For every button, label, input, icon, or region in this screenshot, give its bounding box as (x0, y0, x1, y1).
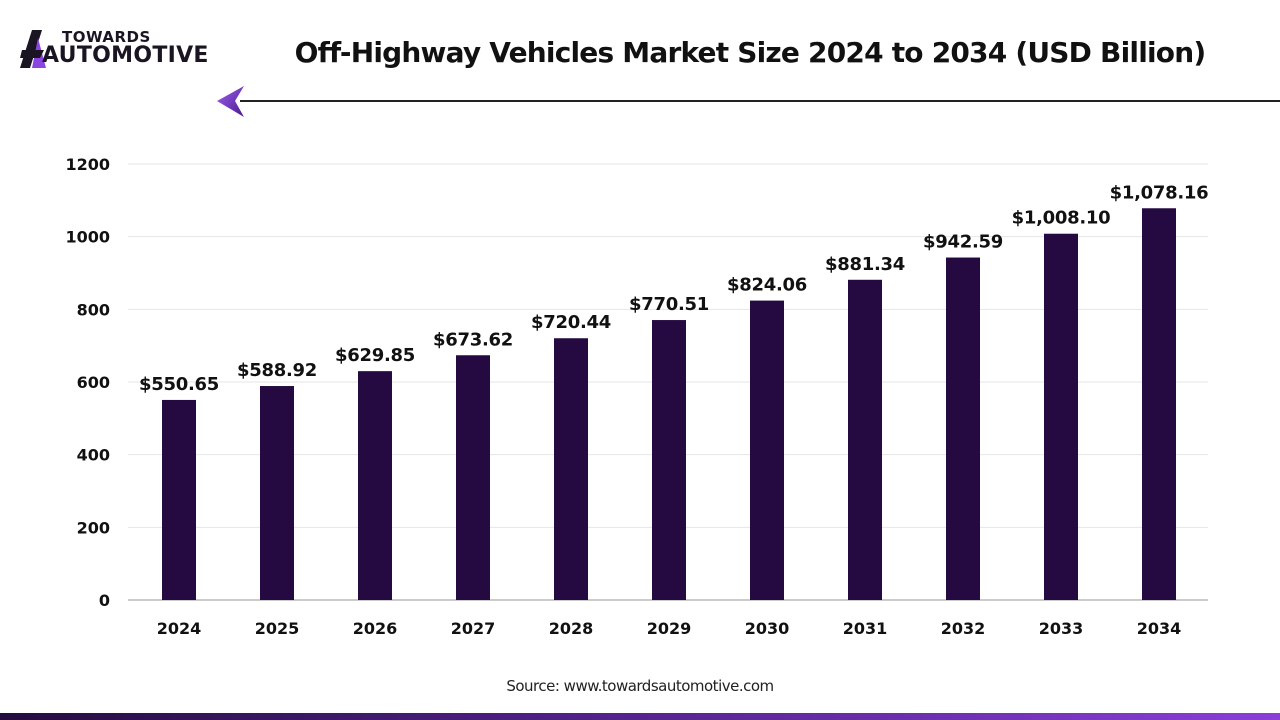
x-tick-label: 2029 (647, 619, 692, 638)
bottom-accent-bar (0, 713, 1280, 720)
x-tick-label: 2032 (941, 619, 986, 638)
y-tick-label: 1200 (65, 155, 110, 174)
logo-text-bottom: AUTOMOTIVE (42, 43, 209, 68)
y-tick-label: 800 (77, 300, 110, 319)
x-tick-label: 2027 (451, 619, 496, 638)
x-tick-label: 2025 (255, 619, 300, 638)
y-tick-label: 200 (77, 518, 110, 537)
bar (358, 371, 392, 600)
bar (456, 355, 490, 600)
y-tick-label: 400 (77, 446, 110, 465)
bar (848, 279, 882, 600)
data-label: $942.59 (923, 232, 1003, 253)
x-tick-label: 2034 (1137, 619, 1182, 638)
x-tick-label: 2033 (1039, 619, 1084, 638)
data-label: $673.62 (433, 329, 513, 350)
bar (260, 386, 294, 600)
bar (162, 399, 196, 600)
x-tick-label: 2024 (157, 619, 202, 638)
data-label: $629.85 (335, 345, 415, 366)
data-label: $550.65 (139, 374, 219, 395)
bar (1142, 208, 1176, 600)
bar (652, 320, 686, 600)
data-label: $588.92 (237, 360, 317, 381)
source-note: Source: www.towardsautomotive.com (506, 677, 774, 695)
data-label: $770.51 (629, 294, 709, 315)
title-divider (240, 100, 1280, 102)
data-label: $824.06 (727, 275, 807, 296)
data-label: $881.34 (825, 254, 905, 275)
logo: TOWARDS AUTOMOTIVE (20, 28, 230, 70)
bar (554, 338, 588, 600)
data-label: $720.44 (531, 312, 611, 333)
x-tick-label: 2028 (549, 619, 594, 638)
x-tick-label: 2030 (745, 619, 790, 638)
arrow-left-icon (217, 86, 244, 117)
data-label: $1,078.16 (1110, 182, 1209, 203)
x-tick-label: 2026 (353, 619, 398, 638)
bar (1044, 233, 1078, 600)
logo-mark-icon (20, 30, 46, 68)
y-tick-label: 1000 (65, 228, 110, 247)
y-tick-label: 600 (77, 373, 110, 392)
bar (946, 257, 980, 600)
y-tick-label: 0 (99, 591, 110, 610)
x-tick-label: 2031 (843, 619, 888, 638)
logo-text-top: TOWARDS (62, 28, 151, 46)
data-label: $1,008.10 (1012, 208, 1111, 229)
bar (750, 300, 784, 600)
chart-title: Off-Highway Vehicles Market Size 2024 to… (294, 36, 1207, 69)
